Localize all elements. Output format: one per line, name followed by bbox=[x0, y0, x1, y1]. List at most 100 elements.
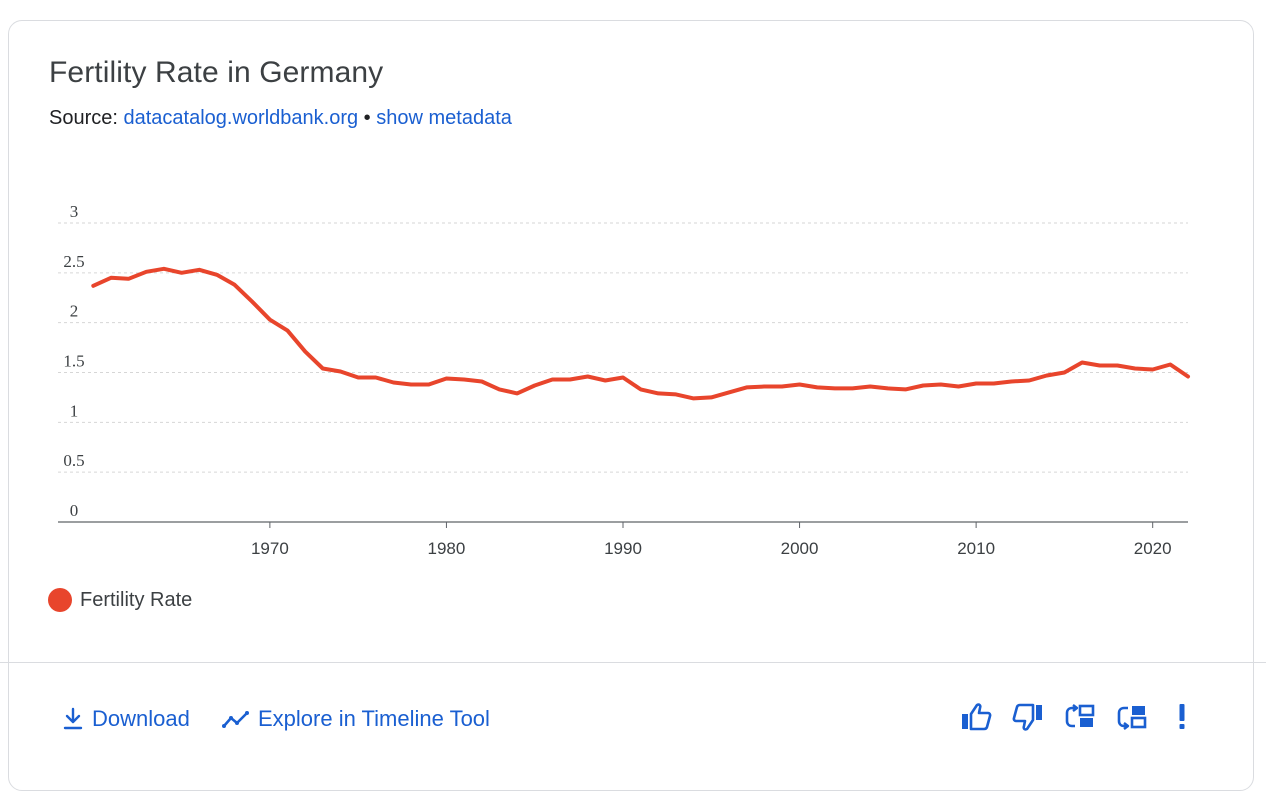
data-point bbox=[639, 387, 643, 391]
trend-line-icon bbox=[222, 711, 249, 728]
data-point bbox=[568, 377, 572, 381]
data-point bbox=[180, 271, 184, 275]
download-label: Download bbox=[92, 706, 190, 731]
footer-divider bbox=[0, 662, 1266, 663]
data-point bbox=[709, 395, 713, 399]
y-tick-label: 0 bbox=[70, 501, 79, 520]
data-point bbox=[515, 391, 519, 395]
swap-chart-icon bbox=[1065, 704, 1095, 728]
data-point bbox=[1098, 364, 1102, 368]
data-point bbox=[480, 379, 484, 383]
series-line-fertility-rate bbox=[91, 266, 1190, 401]
x-tick-label: 2020 bbox=[1134, 539, 1172, 558]
x-tick-label: 2000 bbox=[781, 539, 819, 558]
data-point bbox=[586, 374, 590, 378]
data-point bbox=[992, 381, 996, 385]
y-tick-label: 3 bbox=[70, 202, 79, 221]
data-point bbox=[815, 385, 819, 389]
data-point bbox=[798, 382, 802, 386]
y-tick-label: 0.5 bbox=[63, 451, 84, 470]
data-point bbox=[1115, 364, 1119, 368]
data-point bbox=[127, 277, 131, 281]
source-label: Source: bbox=[49, 107, 118, 129]
thumbs-up-icon bbox=[962, 703, 992, 731]
data-point bbox=[621, 375, 625, 379]
data-point bbox=[444, 376, 448, 380]
data-point bbox=[109, 276, 113, 280]
data-point bbox=[427, 382, 431, 386]
explore-timeline-button[interactable]: Explore in Timeline Tool bbox=[222, 706, 490, 732]
source-line: Source: datacatalog.worldbank.org • show… bbox=[49, 107, 512, 130]
x-tick-label: 1970 bbox=[251, 539, 289, 558]
data-point bbox=[868, 384, 872, 388]
data-point bbox=[462, 377, 466, 381]
exclamation-icon bbox=[1179, 704, 1185, 729]
data-point bbox=[939, 382, 943, 386]
data-point bbox=[303, 350, 307, 354]
data-point bbox=[904, 387, 908, 391]
data-point bbox=[1027, 378, 1031, 382]
download-button[interactable]: Download bbox=[62, 706, 190, 732]
data-point bbox=[656, 391, 660, 395]
data-point bbox=[1186, 374, 1190, 378]
data-point bbox=[1062, 371, 1066, 375]
x-tick-label: 1980 bbox=[428, 539, 466, 558]
source-separator: • bbox=[363, 107, 371, 129]
thumbs-down-button[interactable] bbox=[1010, 700, 1046, 734]
thumbs-down-icon bbox=[1012, 703, 1042, 731]
data-point bbox=[851, 386, 855, 390]
chart-title: Fertility Rate in Germany bbox=[49, 56, 384, 89]
report-issue-button[interactable] bbox=[1164, 700, 1200, 734]
y-tick-label: 2.5 bbox=[63, 252, 84, 271]
data-point bbox=[1009, 379, 1013, 383]
y-tick-label: 1.5 bbox=[63, 352, 84, 371]
related-chart-button[interactable] bbox=[1114, 700, 1150, 734]
data-point bbox=[339, 370, 343, 374]
data-point bbox=[603, 378, 607, 382]
data-point bbox=[215, 273, 219, 277]
data-point bbox=[833, 386, 837, 390]
data-point bbox=[197, 268, 201, 272]
data-point bbox=[1168, 363, 1172, 367]
data-point bbox=[233, 283, 237, 287]
data-point bbox=[727, 390, 731, 394]
data-point bbox=[1045, 373, 1049, 377]
related-chart-icon bbox=[1117, 706, 1147, 730]
data-point bbox=[497, 387, 501, 391]
data-point bbox=[162, 267, 166, 271]
data-point bbox=[974, 381, 978, 385]
data-point bbox=[956, 384, 960, 388]
source-link[interactable]: datacatalog.worldbank.org bbox=[123, 107, 359, 129]
data-point bbox=[91, 284, 95, 288]
x-tick-label: 1990 bbox=[604, 539, 642, 558]
data-point bbox=[250, 300, 254, 304]
show-metadata-link[interactable]: show metadata bbox=[376, 107, 512, 129]
data-point bbox=[391, 380, 395, 384]
data-point bbox=[674, 392, 678, 396]
x-tick-label: 2010 bbox=[957, 539, 995, 558]
data-point bbox=[268, 318, 272, 322]
data-point bbox=[286, 329, 290, 333]
data-point bbox=[144, 270, 148, 274]
y-tick-label: 2 bbox=[70, 302, 79, 321]
legend: Fertility Rate bbox=[48, 588, 192, 612]
data-point bbox=[321, 367, 325, 371]
download-icon bbox=[63, 707, 83, 730]
data-point bbox=[745, 385, 749, 389]
thumbs-up-button[interactable] bbox=[958, 700, 994, 734]
data-point bbox=[1151, 368, 1155, 372]
data-point bbox=[921, 383, 925, 387]
data-point bbox=[780, 384, 784, 388]
data-point bbox=[374, 375, 378, 379]
data-point bbox=[762, 384, 766, 388]
data-point bbox=[692, 396, 696, 400]
explore-label: Explore in Timeline Tool bbox=[258, 706, 490, 731]
data-point bbox=[550, 377, 554, 381]
y-tick-label: 1 bbox=[70, 401, 79, 420]
data-point bbox=[886, 386, 890, 390]
compare-chart-button[interactable] bbox=[1062, 700, 1098, 734]
data-point bbox=[533, 383, 537, 387]
data-point bbox=[1080, 361, 1084, 365]
data-point bbox=[356, 375, 360, 379]
data-point bbox=[409, 382, 413, 386]
